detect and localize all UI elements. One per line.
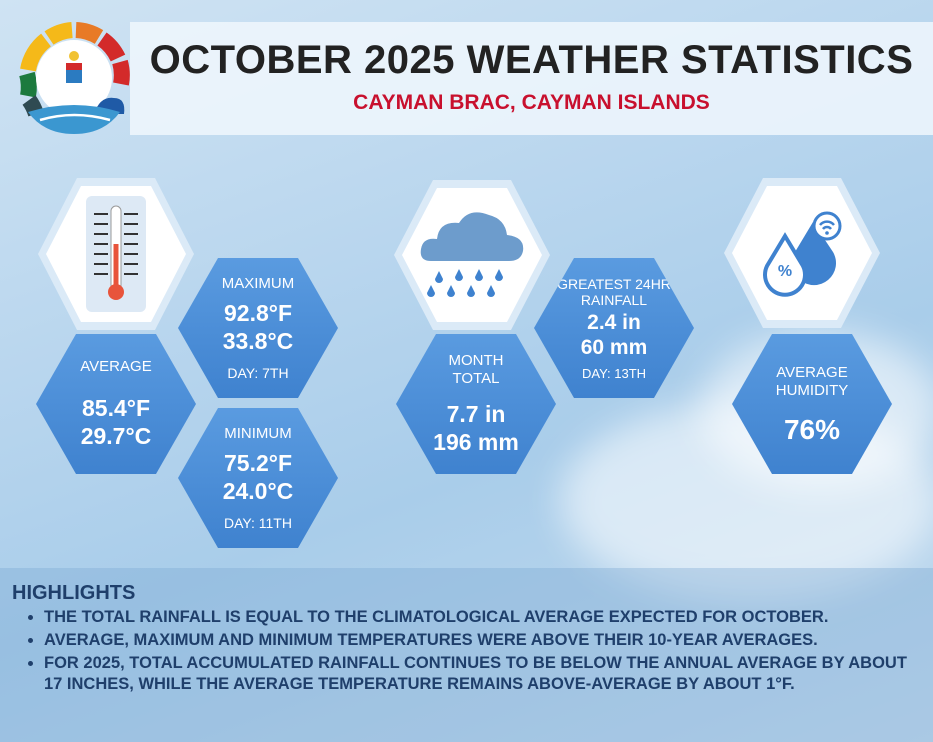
minimum-label: MINIMUM [224,425,292,442]
average-temp-hex: AVERAGE 85.4°F 29.7°C [36,334,196,474]
minimum-f: 75.2°F [223,450,292,476]
month-total-label-1: MONTH [448,352,504,369]
humidity-drops-icon: % [763,211,842,297]
average-humidity-hex: AVERAGE HUMIDITY 76% [732,334,892,474]
average-c: 29.7°C [80,423,152,449]
maximum-label: MAXIMUM [221,275,295,292]
logo [19,22,130,134]
highlight-item: FOR 2025, TOTAL ACCUMULATED RAINFALL CON… [44,653,923,695]
month-total-in: 7.7 in [446,401,506,427]
highlight-item: THE TOTAL RAINFALL IS EQUAL TO THE CLIMA… [44,607,923,628]
greatest-mm: 60 mm [580,335,648,359]
maximum-c: 33.8°C [222,328,294,354]
average-f: 85.4°F [81,395,150,421]
greatest-rainfall-hex: GREATEST 24HR RAINFALL 2.4 in 60 mm DAY:… [534,258,694,398]
maximum-day: DAY: 7TH [227,365,289,381]
average-label: AVERAGE [80,358,152,375]
month-total-hex: MONTH TOTAL 7.7 in 196 mm [396,334,556,474]
minimum-day: DAY: 11TH [224,515,292,531]
highlight-item: AVERAGE, MAXIMUM AND MINIMUM TEMPERATURE… [44,630,923,651]
page-title: OCTOBER 2025 WEATHER STATISTICS [149,38,914,82]
greatest-in: 2.4 in [587,310,641,334]
rain-cloud-hex [394,180,550,330]
highlights-title: HIGHLIGHTS [12,582,136,604]
rain-cloud-icon [420,212,524,297]
greatest-day: DAY: 13TH [581,365,647,381]
month-total-label-2: TOTAL [452,370,500,387]
humidity-hex: % [724,178,880,328]
humidity-value: 76% [783,414,841,445]
minimum-temp-hex: MINIMUM 75.2°F 24.0°C DAY: 11TH [178,408,338,548]
greatest-label-1: GREATEST 24HR [557,275,671,292]
thermometer-hex [38,178,194,330]
maximum-temp-hex: MAXIMUM 92.8°F 33.8°C DAY: 7TH [178,258,338,398]
page-subtitle: CAYMAN BRAC, CAYMAN ISLANDS [353,91,710,114]
svg-text:%: % [778,263,792,280]
minimum-c: 24.0°C [222,478,294,504]
thermometer-icon [86,196,146,312]
highlights-section: HIGHLIGHTS THE TOTAL RAINFALL IS EQUAL T… [0,568,933,742]
month-total-mm: 196 mm [433,429,519,455]
greatest-label-2: RAINFALL [580,291,648,308]
header-band [130,22,933,135]
humidity-label-1: AVERAGE [776,364,848,381]
maximum-f: 92.8°F [223,300,292,326]
humidity-label-2: HUMIDITY [775,382,849,399]
